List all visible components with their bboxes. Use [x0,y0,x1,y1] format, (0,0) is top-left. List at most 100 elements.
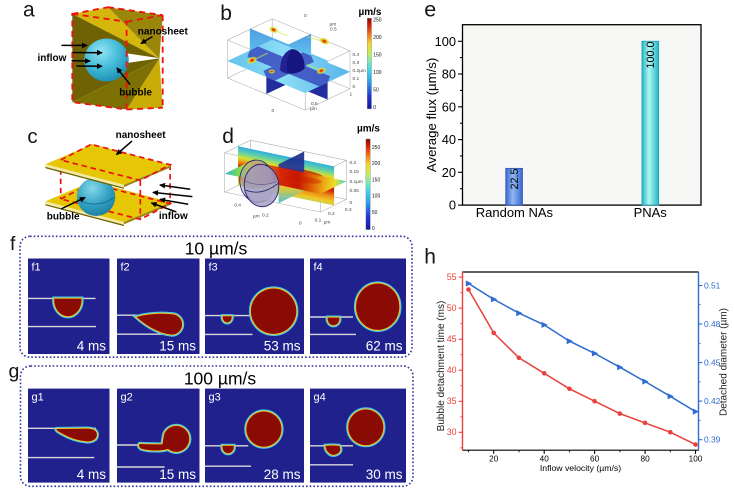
svg-text:0: 0 [350,200,353,206]
svg-text:0: 0 [299,221,302,227]
svg-text:Bubble detachment time (ms): Bubble detachment time (ms) [436,301,447,432]
svg-text:100: 100 [689,455,703,464]
svg-text:60: 60 [442,99,456,114]
svg-text:0: 0 [372,226,375,232]
svg-text:50: 50 [372,210,378,216]
svg-text:0.2: 0.2 [262,213,269,219]
svg-text:0.2: 0.2 [350,160,357,166]
svg-text:200: 200 [372,161,381,167]
svg-text:f4: f4 [314,262,323,274]
svg-text:4 ms: 4 ms [77,339,107,354]
svg-text:Detached diameter (µm): Detached diameter (µm) [719,308,730,416]
svg-text:15 ms: 15 ms [159,467,196,482]
svg-text:0.48: 0.48 [704,319,721,329]
svg-text:150: 150 [372,177,381,183]
svg-text:62 ms: 62 ms [366,339,403,354]
svg-text:0.3: 0.3 [345,207,352,213]
svg-text:c: c [27,125,37,148]
svg-text:0.05: 0.05 [350,188,360,194]
svg-text:30: 30 [447,427,457,437]
svg-text:0.1: 0.1 [353,76,360,82]
svg-text:0: 0 [353,84,356,90]
svg-text:80: 80 [442,67,456,82]
svg-text:53 ms: 53 ms [264,339,301,354]
svg-text:µm: µm [310,107,317,112]
svg-text:35: 35 [447,396,457,406]
svg-text:50: 50 [373,88,379,94]
svg-text:10 µm/s: 10 µm/s [185,239,248,259]
svg-text:bubble: bubble [47,212,80,223]
svg-text:0.42: 0.42 [704,396,721,406]
svg-text:15 ms: 15 ms [159,339,196,354]
svg-text:80: 80 [641,455,651,464]
svg-text:µm: µm [330,23,337,28]
svg-text:45: 45 [447,334,457,344]
svg-text:0.3: 0.3 [353,60,360,66]
svg-text:µm: µm [324,221,331,226]
svg-text:0.4: 0.4 [234,203,241,209]
svg-text:30 ms: 30 ms [366,467,403,482]
svg-text:f: f [10,233,16,255]
svg-text:inflow: inflow [38,53,67,64]
svg-text:50: 50 [447,303,457,313]
svg-text:h: h [424,245,436,268]
svg-text:40: 40 [540,455,550,464]
svg-text:0.45: 0.45 [704,358,721,368]
svg-text:f3: f3 [209,262,218,274]
svg-text:100.0: 100.0 [645,41,657,68]
svg-text:0.15: 0.15 [350,169,360,175]
svg-text:0.39: 0.39 [704,435,721,445]
svg-text:100: 100 [372,194,381,200]
svg-text:0.4: 0.4 [353,52,360,58]
svg-text:20: 20 [442,165,456,180]
svg-text:0.1µm: 0.1µm [350,179,363,185]
svg-text:0.51: 0.51 [704,280,721,290]
svg-text:a: a [23,0,35,22]
svg-text:55: 55 [447,272,457,282]
svg-text:0.2: 0.2 [328,211,335,217]
svg-text:28 ms: 28 ms [264,467,301,482]
svg-text:g2: g2 [121,392,133,404]
svg-text:100: 100 [373,70,382,76]
svg-text:1: 1 [350,92,353,98]
svg-text:0: 0 [449,198,456,213]
svg-text:20: 20 [489,455,499,464]
svg-text:g: g [9,360,20,382]
svg-text:nanosheet: nanosheet [116,130,167,141]
svg-text:g1: g1 [32,392,44,404]
svg-text:µm: µm [253,215,260,220]
svg-text:200: 200 [373,35,382,41]
svg-text:0.5: 0.5 [330,27,337,33]
svg-text:g4: g4 [314,392,326,404]
svg-text:150: 150 [373,53,382,59]
svg-text:250: 250 [373,18,382,24]
svg-text:Inflow velocity (µm/s): Inflow velocity (µm/s) [540,463,621,473]
svg-text:22.5: 22.5 [509,168,521,189]
svg-text:Average flux (µm/s): Average flux (µm/s) [424,58,439,172]
svg-text:100 µm/s: 100 µm/s [184,368,257,388]
svg-text:b: b [220,2,232,25]
svg-text:40: 40 [442,132,456,147]
svg-text:250: 250 [372,145,381,151]
svg-text:nanosheet: nanosheet [138,27,189,38]
svg-text:PNAs: PNAs [634,205,668,220]
svg-text:bubble: bubble [119,87,152,98]
svg-text:f1: f1 [32,262,41,274]
svg-text:60: 60 [590,455,600,464]
svg-text:0.2µm: 0.2µm [353,68,366,74]
svg-text:4 ms: 4 ms [77,467,107,482]
svg-text:0.1: 0.1 [315,217,322,223]
svg-text:g3: g3 [209,392,221,404]
svg-text:e: e [424,0,436,22]
svg-text:d: d [222,125,234,148]
svg-text:100: 100 [435,34,456,49]
svg-text:0: 0 [373,105,376,111]
svg-text:inflow: inflow [159,211,188,222]
svg-text:40: 40 [447,365,457,375]
svg-text:0.5: 0.5 [311,101,318,107]
svg-text:f2: f2 [121,262,130,274]
svg-text:µm/s: µm/s [359,7,382,18]
svg-text:0: 0 [272,108,275,114]
svg-text:Random NAs: Random NAs [476,205,554,220]
svg-text:µm/s: µm/s [357,124,380,135]
